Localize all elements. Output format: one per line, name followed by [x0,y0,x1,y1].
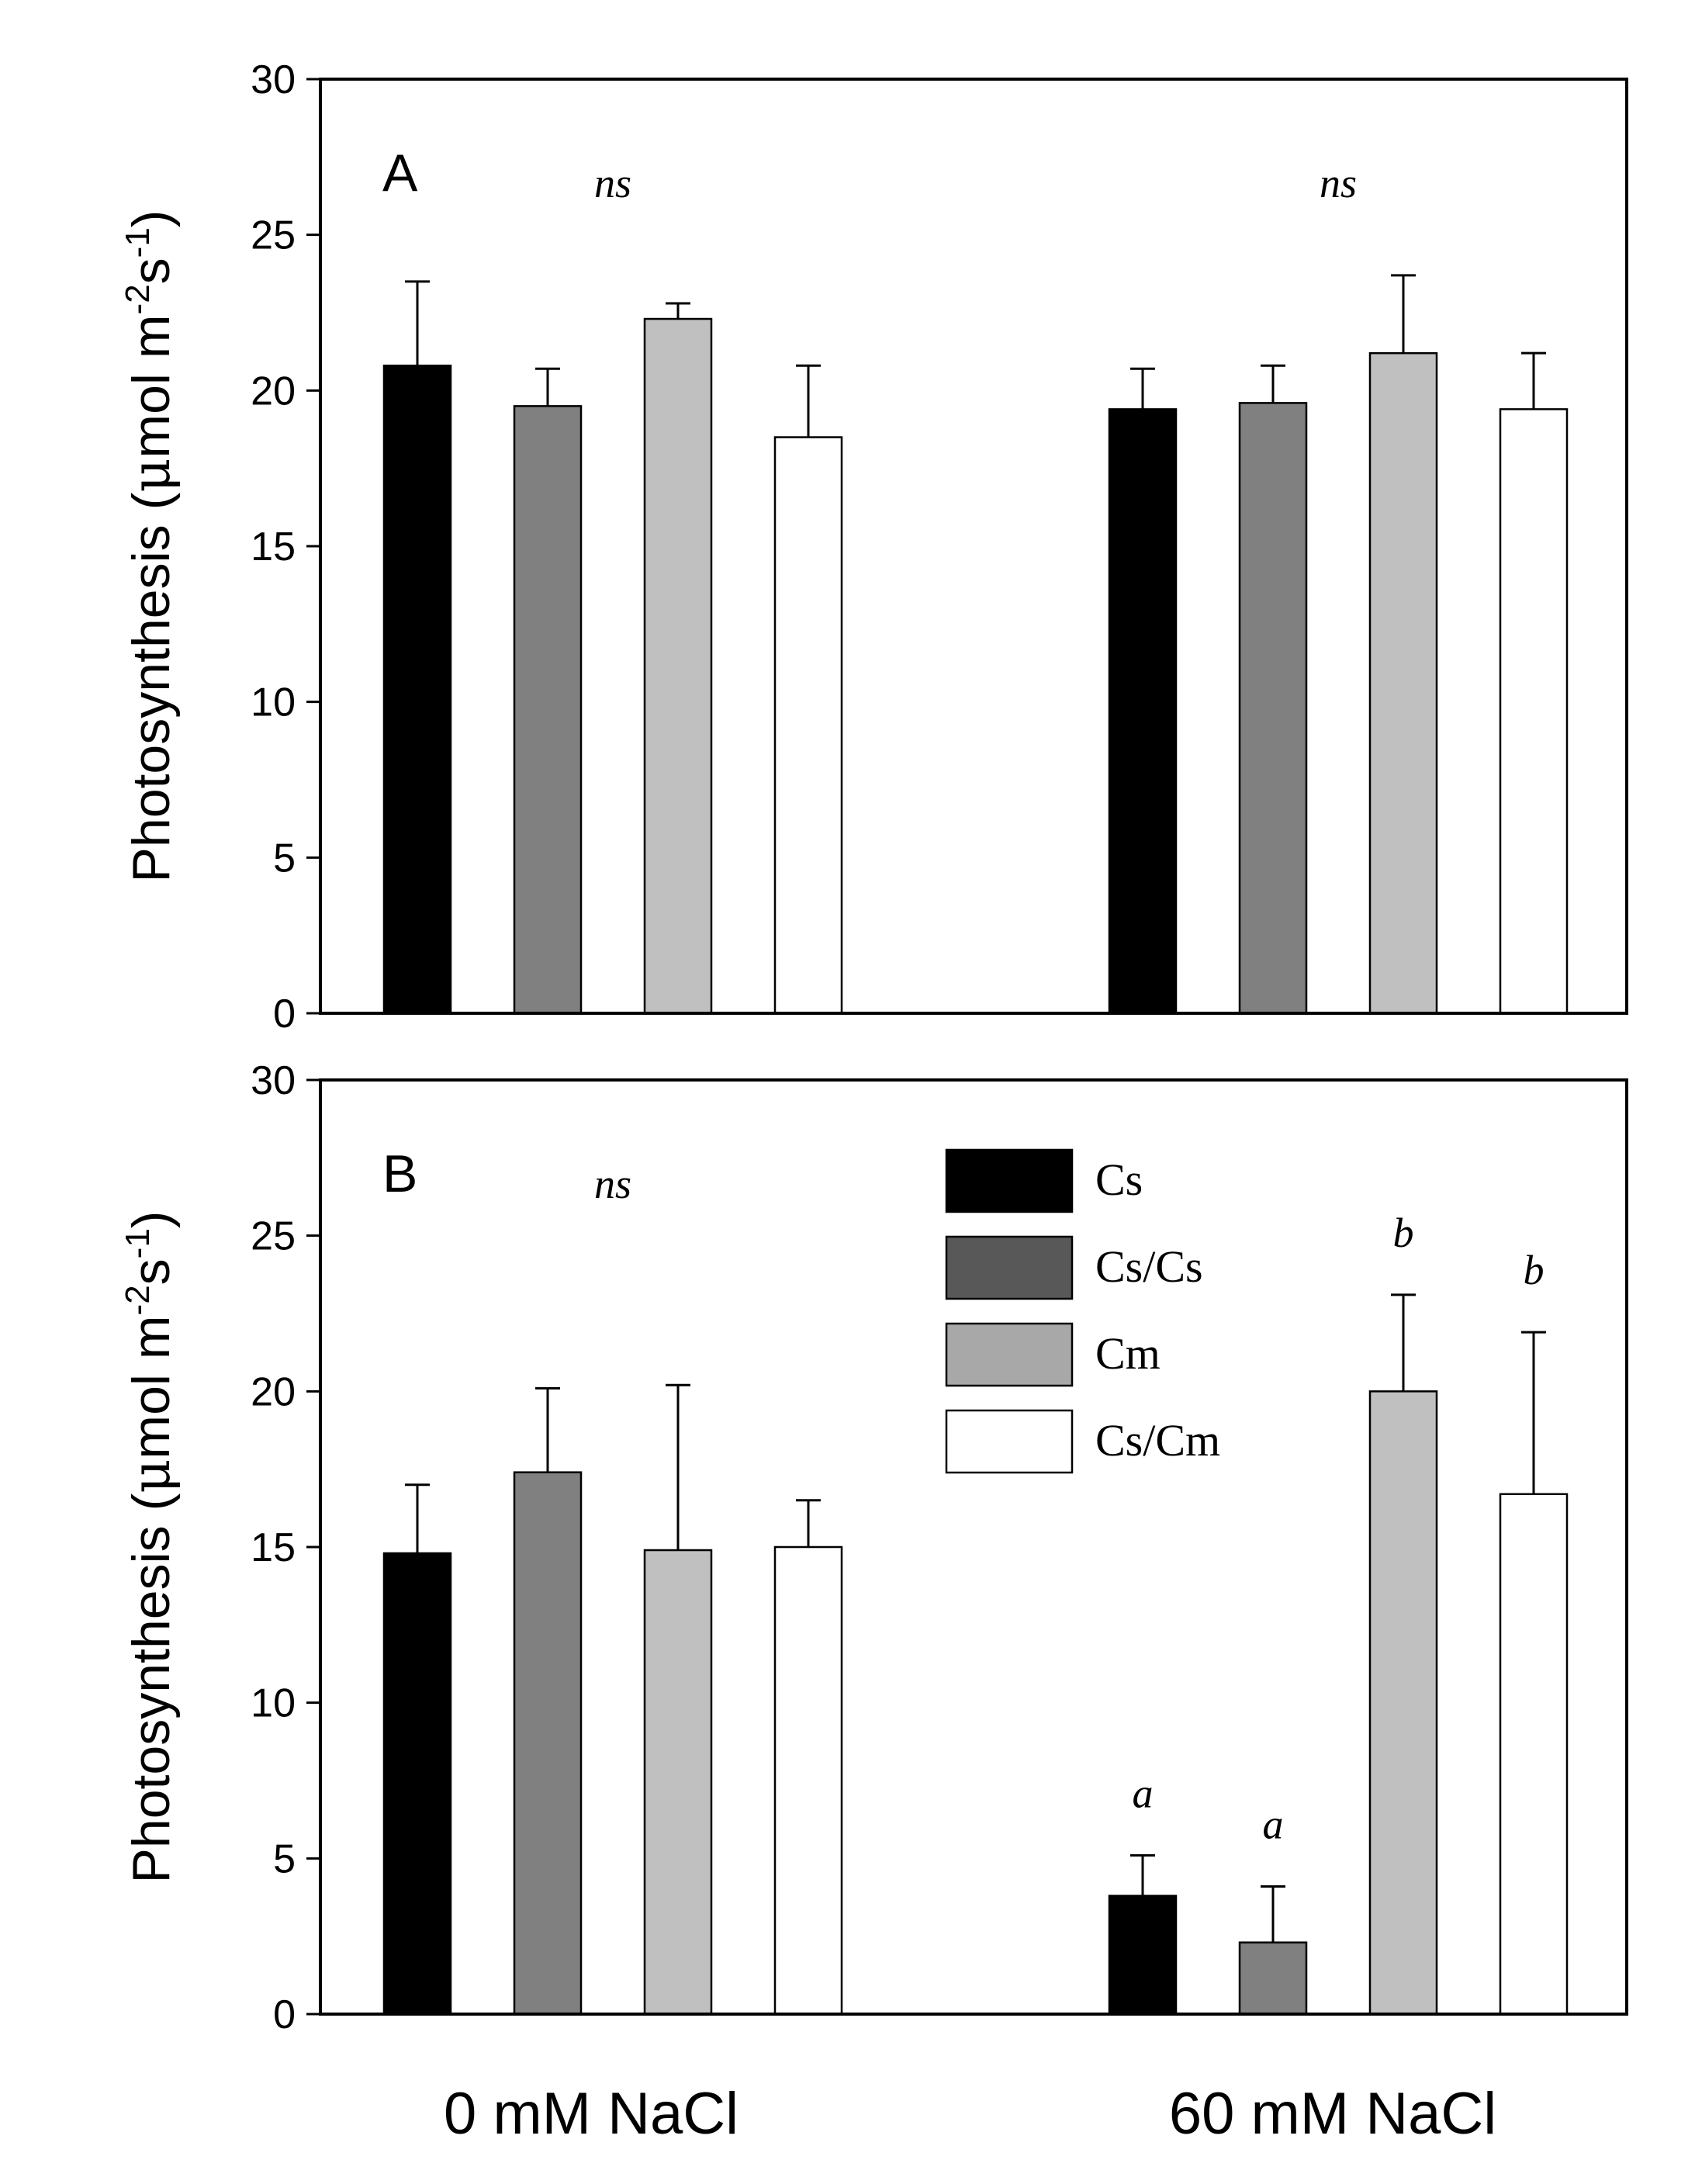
legend-swatch [945,1235,1074,1300]
panel-b-y-tick-label: 10 [251,1681,296,1726]
panel-b-label: B [382,1144,417,1203]
legend-label: Cs/Cm [1095,1415,1220,1466]
panel-b-y-tick-label: 30 [251,1058,296,1103]
bar-cs-cs [513,405,583,1015]
panel-b-y-tick-label: 20 [251,1369,296,1414]
panel-b-y-tick-label: 25 [251,1214,296,1259]
legend-swatch [945,1322,1074,1387]
panel-a-y-tick-label: 15 [251,524,296,569]
panel-b-y-tick-label: 15 [251,1525,296,1570]
bar-cm [1368,1390,1438,2016]
significance-label: ns [594,160,631,206]
panel-a-y-axis-title: Photosynthesis (μmol m-2s-1) [119,210,182,883]
legend-swatch [945,1148,1074,1213]
legend-label: Cm [1095,1328,1161,1379]
panel-a-bars-layer [382,274,1569,1015]
panel-a-y-ticks: 0 5 10 15 20 25 30 [251,57,320,1037]
bar-cs [1108,408,1178,1015]
bar-cs-cs [513,1471,583,2016]
panel-a-y-tick-label: 25 [251,213,296,258]
bar-cs [382,1552,452,2016]
bar-letter: a [1263,1801,1284,1847]
bar-cs [382,364,452,1015]
panel-b-bars-layer [382,1293,1569,2016]
bar-cs-cm [1499,1493,1569,2016]
bar-letter: a [1133,1770,1154,1816]
panel-a: 0 5 10 15 20 25 30 A Photosynthesis (μmol m-2s… [119,57,1628,1037]
panel-a-y-tick-label: 0 [273,992,296,1037]
panel-a-y-tick-label: 10 [251,680,296,725]
bar-letter: b [1524,1247,1545,1293]
panel-b-legend: Cs Cs/Cs Cm Cs/Cm [945,1148,1220,1474]
bar-cm [643,317,713,1015]
bar-cm [1368,351,1438,1015]
panel-b-y-tick-label: 0 [273,1992,296,2037]
bar-cs-cs [1238,402,1308,1015]
bar-cs-cm [1499,408,1569,1015]
legend-swatch [945,1409,1074,1474]
panel-a-y-tick-label: 30 [251,57,296,102]
bar-cs [1108,1895,1178,2016]
significance-label: ns [1320,160,1357,206]
legend-label: Cs/Cs [1095,1241,1203,1292]
panel-a-label: A [382,144,418,202]
panel-b-y-ticks: 0 5 10 15 20 25 30 [251,1058,320,2037]
group-label-60mm: 60 mM NaCl [1169,2081,1496,2147]
bar-cs-cm [773,1545,843,2016]
group-label-0mm: 0 mM NaCl [444,2081,739,2147]
panel-b-frame [319,1078,1628,2016]
bar-cs-cs [1238,1941,1308,2016]
panel-a-frame [319,78,1628,1015]
bar-cm [643,1549,713,2016]
significance-label: ns [594,1161,631,1207]
panel-a-y-tick-label: 5 [273,836,296,881]
bar-letter: b [1393,1210,1414,1256]
legend-label: Cs [1095,1154,1143,1205]
panel-a-y-tick-label: 20 [251,369,296,414]
panel-b-y-axis-title: Photosynthesis (μmol m-2s-1) [119,1211,182,1884]
bar-cs-cm [773,436,843,1015]
panel-b: 0 5 10 15 20 25 30 B Photosynthesis (μmol m-2s… [119,1058,1628,2037]
panel-b-y-tick-label: 5 [273,1836,296,1881]
